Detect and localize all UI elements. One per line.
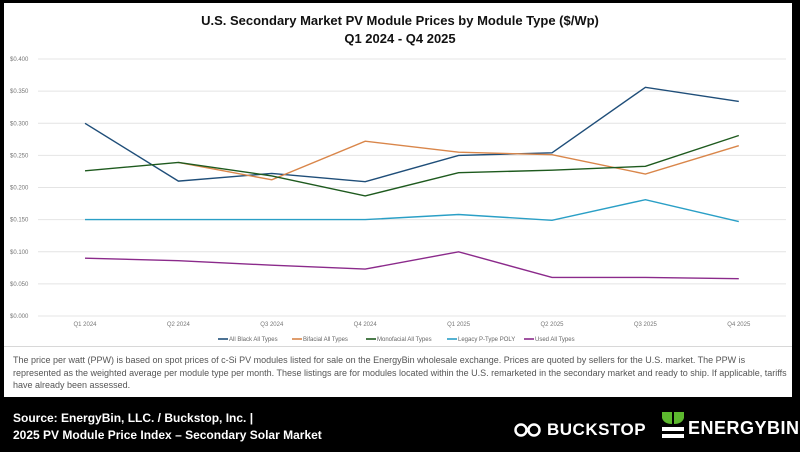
- x-tick-label: Q1 2025: [447, 322, 471, 328]
- legend-label: Legacy P-Type POLY: [458, 337, 515, 343]
- y-tick-label: $0.100: [10, 250, 29, 256]
- footer-banner: [0, 398, 800, 452]
- y-tick-label: $0.200: [10, 186, 29, 192]
- source-line-2: 2025 PV Module Price Index – Secondary S…: [13, 428, 322, 442]
- series-line-used-all-types: [84, 251, 739, 280]
- chart-panel: [4, 3, 792, 397]
- x-tick-label: Q4 2025: [727, 322, 751, 328]
- line-chart: $0.000 $0.050 $0.100 $0.150 $0.200 $0.250 $0.3…: [10, 57, 786, 343]
- infinity-icon: [514, 423, 541, 437]
- title-text: U.S. Secondary Market PV Module Prices b…: [201, 13, 599, 28]
- legend-label: Used All Types: [535, 337, 575, 343]
- x-tick-label: Q4 2024: [354, 322, 378, 328]
- energybin-logo: ENERGYBIN: [660, 410, 800, 440]
- x-tick-label: Q2 2025: [540, 322, 564, 328]
- legend-label: Bifacial All Types: [303, 337, 348, 343]
- y-tick-label: $0.250: [10, 153, 29, 159]
- series-line-all-black-all-types: [84, 86, 739, 183]
- methodology-note: The price per watt (PPW) is based on spo…: [13, 355, 787, 390]
- energybin-wordmark: ENERGYBIN: [688, 418, 800, 438]
- series-line-monofacial-all-types: [84, 134, 740, 197]
- x-tick-label: Q2 2024: [167, 322, 191, 328]
- y-tick-label: $0.400: [10, 57, 29, 63]
- series-line-bifacial-all-types: [178, 140, 740, 181]
- chart-title: U.S. Secondary Market PV Module Prices b…: [0, 12, 800, 48]
- source-text: Source: EnergyBin, LLC. / Buckstop, Inc.…: [13, 410, 322, 444]
- y-tick-label: $0.350: [10, 89, 29, 95]
- x-tick-label: Q3 2024: [260, 322, 284, 328]
- legend-label: Monofacial All Types: [377, 337, 432, 343]
- x-tick-label: Q1 2024: [73, 322, 97, 328]
- subtitle-text: Q1 2024 - Q4 2025: [344, 31, 456, 46]
- source-line-1: Source: EnergyBin, LLC. / Buckstop, Inc.…: [13, 411, 254, 425]
- buckstop-logo: BUCKSTOP: [513, 420, 646, 440]
- y-tick-label: $0.050: [10, 282, 29, 288]
- divider: [4, 346, 792, 347]
- legend-label: All Black All Types: [229, 337, 278, 343]
- buckstop-wordmark: BUCKSTOP: [547, 420, 647, 439]
- y-tick-label: $0.000: [10, 314, 29, 320]
- series-line-legacy-p-type-poly: [85, 198, 739, 223]
- leaf-icon: [662, 412, 684, 438]
- x-tick-label: Q3 2025: [634, 322, 658, 328]
- y-tick-label: $0.150: [10, 218, 29, 224]
- y-tick-label: $0.300: [10, 121, 29, 127]
